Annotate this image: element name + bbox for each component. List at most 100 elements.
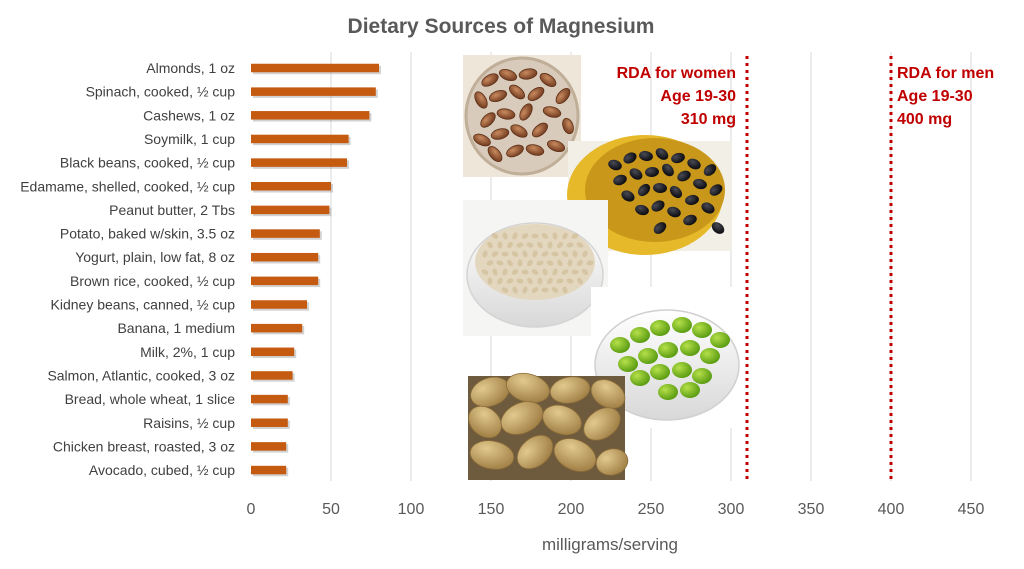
rice-grain [556, 278, 564, 284]
bar [251, 252, 319, 262]
rice-grain [552, 268, 558, 276]
bar [251, 134, 349, 144]
category-label: Soymilk, 1 cup [144, 131, 235, 147]
category-label: Chicken breast, roasted, 3 oz [53, 438, 235, 454]
rice-grain [516, 278, 524, 284]
rice-grain [491, 233, 499, 239]
rice-grain [531, 287, 539, 293]
rice-grain [502, 268, 508, 276]
rda-label-line: 310 mg [681, 111, 736, 128]
rice-grain [571, 233, 579, 239]
rice-grain [487, 277, 493, 285]
rice-grain [501, 251, 509, 257]
bar [251, 276, 319, 286]
category-label: Yogurt, plain, low fat, 8 oz [75, 249, 235, 265]
rice-grain [497, 241, 503, 249]
x-tick-label: 0 [247, 501, 256, 518]
rice-grain [577, 259, 583, 267]
rda-label-line: RDA for men [897, 65, 994, 82]
edamame-photo [591, 287, 740, 428]
rice-grain [491, 251, 499, 257]
rice-grain [512, 232, 518, 240]
category-label: Black beans, cooked, ½ cup [60, 155, 235, 171]
category-label: Avocado, cubed, ½ cup [89, 462, 235, 478]
rice-grain [531, 269, 539, 275]
rice-grain [557, 259, 563, 267]
bar [251, 347, 295, 357]
rice-grain [572, 250, 578, 258]
category-label: Kidney beans, canned, ½ cup [51, 297, 236, 313]
rice-grain [567, 259, 573, 267]
x-tick-label: 50 [322, 501, 340, 518]
rice-grain [571, 269, 579, 275]
rice-grain [562, 232, 568, 240]
bar [251, 394, 288, 404]
rice-grain [487, 241, 493, 249]
rice-grain [541, 233, 549, 239]
bar [251, 87, 376, 96]
category-label: Milk, 2%, 1 cup [140, 344, 235, 360]
bars [251, 63, 381, 477]
category-label: Banana, 1 medium [117, 320, 235, 336]
category-label: Almonds, 1 oz [146, 60, 235, 76]
rice-grain [561, 251, 569, 257]
rice-grain [551, 287, 559, 293]
potatoes-photo [468, 372, 629, 480]
bar [251, 182, 331, 191]
rice-grain [586, 260, 594, 266]
bar [251, 158, 347, 167]
rice-grain [582, 250, 588, 258]
x-tick-label: 300 [718, 501, 745, 518]
rice-grain [536, 260, 544, 266]
food-photos [463, 55, 740, 480]
rice-grain [557, 241, 563, 249]
rice-grain [511, 251, 519, 257]
x-tick-label: 400 [878, 501, 905, 518]
bar [251, 371, 293, 380]
rice-grain [502, 232, 508, 240]
rice-grain [521, 269, 529, 275]
rda-label-line: Age 19-30 [897, 88, 973, 105]
rice-grain [562, 286, 568, 294]
x-tick-label: 450 [958, 501, 985, 518]
rice-grain [526, 242, 534, 248]
category-label: Bread, whole wheat, 1 slice [65, 391, 236, 407]
bar [251, 465, 287, 475]
brown-rice-photo [463, 200, 608, 336]
rice-grain [501, 287, 509, 293]
bar [251, 229, 320, 238]
bar [251, 323, 303, 333]
rda-label-line: 400 mg [897, 111, 952, 128]
bar [251, 63, 379, 73]
rice-grain [547, 241, 553, 249]
almonds-photo [463, 55, 581, 177]
rice-grain [506, 278, 514, 284]
rice-grain [516, 242, 524, 248]
rice-grain [481, 269, 489, 275]
rice-grain [577, 277, 583, 285]
rice-grain [517, 259, 523, 267]
category-label: Cashews, 1 oz [143, 107, 235, 123]
x-tick-labels: 0 50 100 150 200 250 300 350 400 450 [247, 501, 985, 518]
rice-grain [537, 241, 543, 249]
bar [251, 300, 307, 309]
category-label: Brown rice, cooked, ½ cup [70, 273, 235, 289]
category-label: Spinach, cooked, ½ cup [86, 84, 236, 100]
rice-grain [492, 268, 498, 276]
bar [251, 418, 288, 427]
rice-grain [496, 260, 504, 266]
rda-label-line: Age 19-30 [660, 88, 736, 105]
rda-label-line: RDA for women [617, 65, 736, 82]
bar [251, 111, 370, 120]
rice-grain [507, 241, 513, 249]
x-tick-label: 150 [478, 501, 505, 518]
rice-grain [541, 287, 549, 293]
x-axis-label: milligrams/serving [542, 535, 678, 554]
rice-grain [511, 269, 519, 275]
rice-grain [486, 260, 494, 266]
rice-grain [532, 250, 538, 258]
rice-grain [531, 233, 539, 239]
bar [251, 442, 287, 451]
category-label: Potato, baked w/skin, 3.5 oz [60, 226, 235, 242]
rice-grains [481, 232, 594, 294]
